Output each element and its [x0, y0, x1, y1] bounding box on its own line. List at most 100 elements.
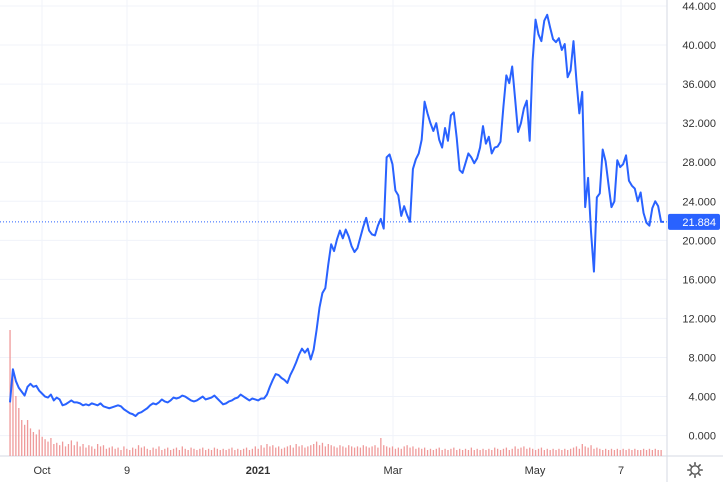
volume-bar — [301, 445, 303, 456]
volume-bar — [429, 448, 432, 456]
volume-bar — [456, 450, 458, 456]
volume-bar — [423, 447, 426, 456]
volume-bar — [59, 445, 61, 456]
volume-bar — [575, 446, 578, 456]
volume-bar — [175, 447, 178, 456]
volume-bar — [470, 447, 473, 456]
volume-bar — [73, 445, 75, 456]
volume-bar — [391, 446, 394, 456]
volume-bar — [169, 450, 172, 456]
volume-bar — [362, 445, 364, 456]
volume-bar — [444, 448, 446, 456]
volume-bar — [64, 446, 67, 456]
volume-bar — [365, 446, 367, 456]
volume-bar — [96, 444, 99, 456]
volume-bar — [15, 396, 17, 456]
volume-bar — [85, 447, 87, 456]
volume-bar — [412, 446, 414, 456]
x-tick-label: May — [525, 465, 546, 477]
volume-bar — [193, 448, 195, 456]
volume-bar — [251, 448, 254, 456]
volume-bar — [368, 447, 370, 456]
volume-bar — [441, 450, 443, 456]
volume-bar — [654, 448, 656, 456]
volume-bar — [537, 448, 540, 456]
volume-bar — [359, 447, 362, 456]
volume-bar — [529, 447, 531, 456]
volume-bar — [231, 447, 233, 456]
volume-bar — [35, 434, 37, 456]
volume-bar — [406, 445, 408, 456]
volume-bar — [257, 448, 259, 456]
volume-bar — [304, 447, 306, 456]
volume-bar — [350, 446, 353, 456]
volume-bar — [479, 450, 481, 456]
x-tick-label: 9 — [124, 465, 130, 477]
volume-bar — [18, 408, 20, 456]
volume-bar — [126, 448, 128, 456]
volume-bar — [593, 448, 595, 456]
volume-bar — [149, 450, 151, 456]
volume-bar — [587, 447, 589, 456]
volume-bar — [345, 447, 347, 456]
x-axis[interactable]: Oct 9 2021 Mar May 7 — [33, 465, 624, 477]
volume-bar — [637, 450, 639, 456]
volume-bar — [640, 450, 642, 456]
volume-bar — [228, 448, 230, 456]
volume-bar — [377, 447, 379, 456]
volume-bar — [605, 448, 607, 456]
volume-bar — [421, 448, 423, 456]
volume-bar — [534, 450, 537, 456]
volume-bar — [648, 448, 651, 456]
y-tick-label: 44.000 — [682, 1, 716, 13]
volume-bar — [79, 446, 81, 456]
volume-bar — [88, 445, 90, 456]
volume-bar — [356, 446, 359, 456]
volume-bar — [269, 446, 271, 456]
volume-bar — [313, 444, 315, 456]
volume-bar — [607, 450, 610, 456]
volume-bar — [61, 441, 64, 456]
y-axis[interactable]: 44.000 40.000 36.000 32.000 28.000 24.000 20.0… — [682, 1, 716, 443]
volume-bar — [266, 444, 268, 456]
last-price-tag: 21.884 — [668, 213, 720, 230]
price-line — [9, 13, 665, 418]
volume-bar — [502, 448, 505, 456]
volume-bar — [105, 448, 108, 456]
volume-bar — [280, 448, 283, 456]
y-tick-label: 16.000 — [682, 274, 716, 286]
volume-bar — [447, 450, 449, 456]
volume-bar — [318, 445, 321, 456]
volume-bar — [164, 448, 166, 456]
volume-bar — [584, 446, 586, 456]
volume-bar — [590, 445, 592, 456]
volume-bar — [102, 445, 105, 456]
volume-bar — [660, 450, 662, 456]
volume-bar — [240, 450, 242, 456]
volume-bar — [473, 450, 475, 456]
y-tick-label: 28.000 — [682, 157, 716, 169]
price-line-group — [9, 13, 665, 418]
volume-bar — [400, 448, 402, 456]
volume-bar — [435, 448, 437, 456]
volume-bar — [418, 447, 420, 456]
volume-bar — [572, 447, 575, 456]
volume-bar — [596, 447, 598, 456]
volume-bar — [190, 447, 192, 456]
volume-bar — [222, 448, 224, 456]
volume-bar — [616, 448, 618, 456]
volume-bar — [467, 450, 470, 456]
volume-bar — [651, 450, 654, 456]
volume-bar — [549, 450, 551, 456]
volume-bar — [494, 447, 496, 456]
volume-bar — [482, 448, 484, 456]
volume-bar — [581, 444, 583, 456]
volume-bar — [558, 448, 560, 456]
x-tick-label: Mar — [384, 465, 403, 477]
volume-bar — [415, 448, 417, 456]
gear-icon[interactable] — [687, 462, 703, 478]
volume-bar — [289, 445, 291, 456]
